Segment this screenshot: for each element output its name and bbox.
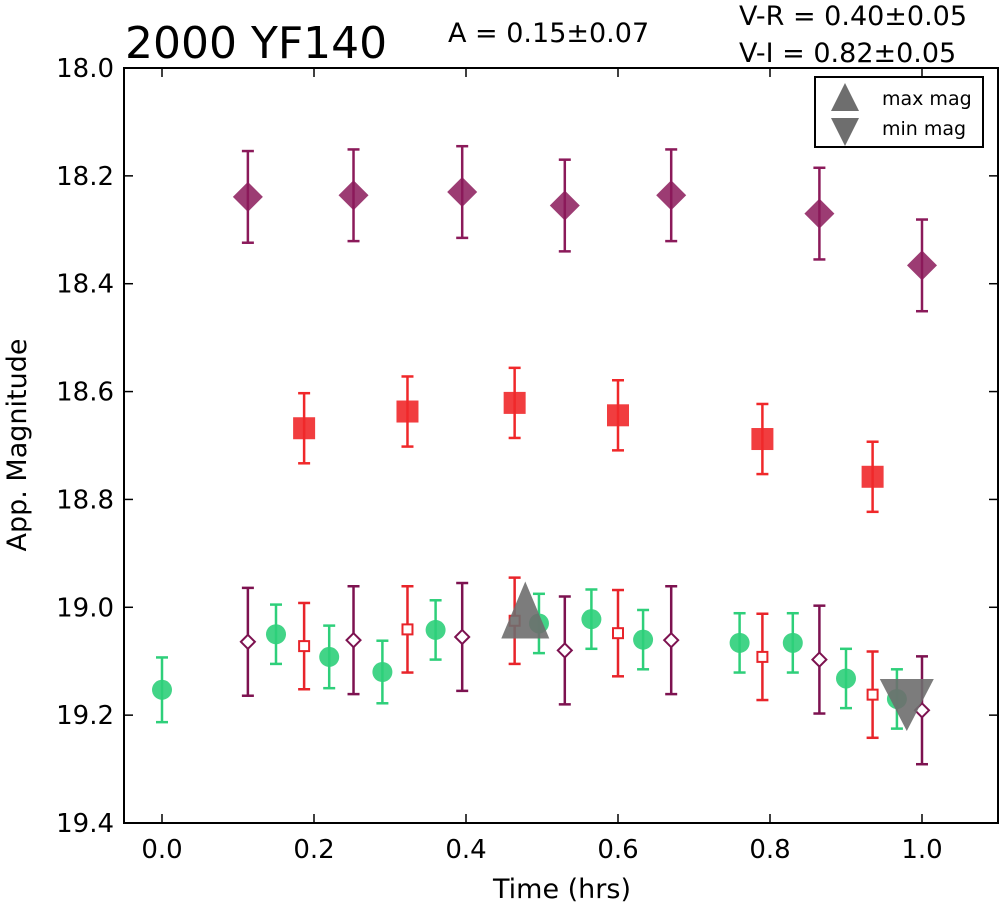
diamond-marker [549, 190, 580, 221]
min-mag-triangle [879, 678, 934, 731]
series-group [152, 588, 907, 730]
square-marker [751, 428, 774, 451]
diamond-marker [447, 177, 478, 208]
plot-data-layer [152, 144, 937, 766]
diamond-marker [907, 250, 937, 281]
circle-marker [581, 609, 602, 630]
circle-marker [319, 646, 340, 667]
series-group [239, 581, 931, 766]
open-square-marker [612, 627, 624, 640]
open-square-marker [298, 640, 311, 653]
max-mag-triangle [501, 581, 550, 639]
chart-title: 2000 YF140 [125, 18, 387, 69]
circle-marker [425, 619, 446, 640]
x-tick-label: 0.4 [445, 835, 486, 865]
x-tick-label: 0.0 [141, 835, 182, 865]
circle-marker [836, 668, 856, 689]
circle-marker [633, 629, 654, 650]
legend: max mag min mag [814, 76, 984, 148]
y-tick-label: 19.0 [56, 593, 114, 623]
x-tick-label: 1.0 [901, 835, 942, 865]
x-tick-label: 0.8 [749, 835, 790, 865]
extrema-layer [501, 581, 934, 731]
diamond-marker [804, 198, 835, 229]
circle-marker [152, 679, 172, 700]
amplitude-annotation: A = 0.15±0.07 [448, 18, 649, 49]
y-tick-label: 18.4 [56, 270, 114, 300]
y-tick-label: 19.4 [56, 809, 114, 839]
square-marker [861, 465, 884, 488]
square-marker [607, 404, 629, 427]
legend-triangle-down-icon [831, 118, 859, 146]
legend-label-max-mag: max mag [882, 88, 972, 110]
circle-marker [372, 662, 393, 682]
x-tick-label: 0.2 [293, 835, 334, 865]
series-group [293, 366, 884, 514]
circle-marker [782, 632, 803, 653]
v-r-annotation: V-R = 0.40±0.05 [739, 1, 967, 32]
open-diamond-marker [345, 631, 362, 649]
y-tick-label: 18.8 [56, 485, 114, 515]
x-tick-label: 0.6 [597, 835, 638, 865]
y-tick-label: 18.2 [56, 162, 114, 192]
open-square-marker [401, 623, 414, 636]
diamond-marker [232, 181, 263, 212]
diamond-marker [338, 180, 369, 211]
open-square-marker [866, 688, 879, 701]
open-diamond-marker [810, 651, 828, 669]
series-group [232, 144, 937, 313]
x-axis-label: Time (hrs) [492, 874, 631, 904]
open-diamond-marker [239, 633, 257, 651]
series-group [298, 576, 879, 740]
square-marker [396, 400, 419, 423]
axis-ticks: 0.0 0.2 0.4 0.6 0.8 1.0 18.0 18.2 18.4 18.6 18.8 19… [56, 54, 998, 865]
y-tick-label: 18.6 [56, 378, 114, 408]
v-i-annotation: V-I = 0.82±0.05 [739, 38, 956, 69]
open-square-marker [756, 650, 769, 663]
square-marker [293, 417, 316, 440]
legend-label-min-mag: min mag [882, 118, 966, 140]
y-tick-label: 18.0 [56, 54, 114, 84]
open-diamond-marker [662, 631, 680, 649]
square-marker [503, 391, 526, 414]
circle-marker [266, 624, 286, 645]
legend-triangle-up-icon [831, 83, 859, 111]
circle-marker [729, 632, 750, 653]
plot-frame [123, 67, 999, 824]
diamond-marker [656, 180, 687, 211]
open-diamond-marker [453, 628, 471, 646]
y-tick-label: 19.2 [56, 701, 114, 731]
y-axis-label: App. Magnitude [2, 339, 33, 552]
open-diamond-marker [556, 642, 574, 659]
